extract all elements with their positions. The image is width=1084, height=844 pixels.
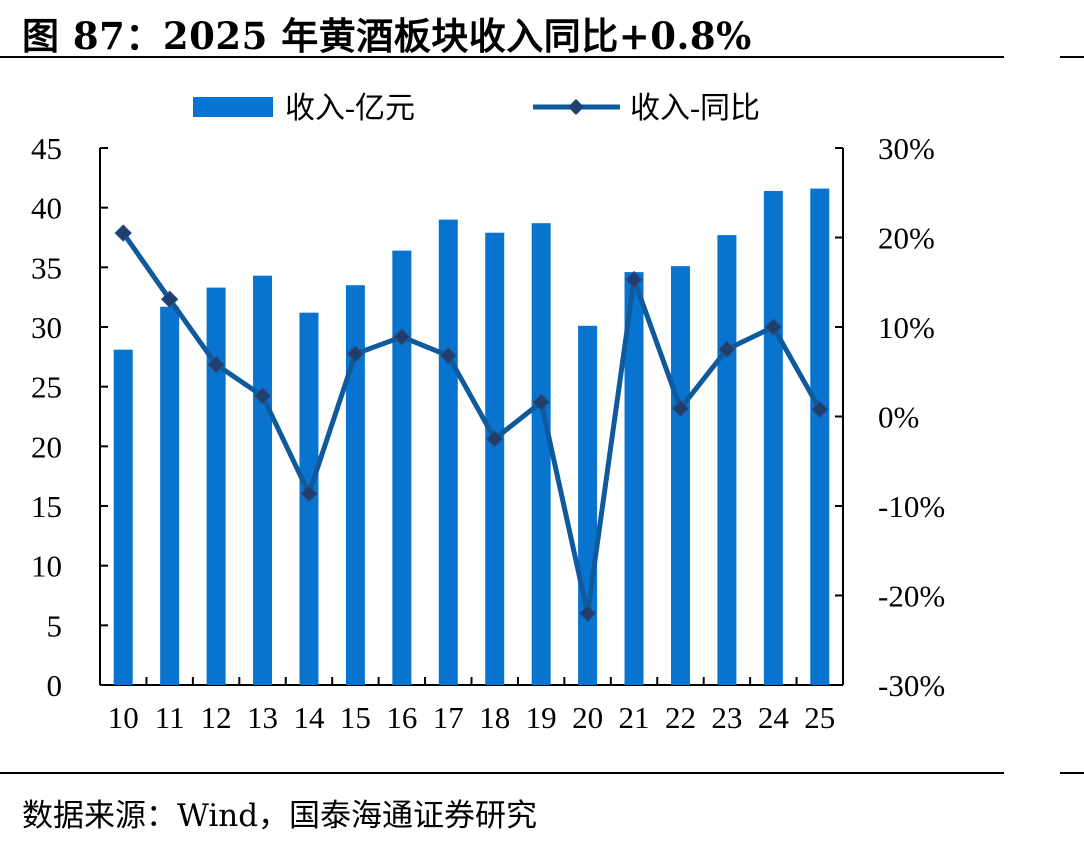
right-y-tick-label: -20% xyxy=(878,579,945,614)
top-rule xyxy=(0,56,1004,58)
top-rule-right xyxy=(1060,56,1084,58)
line-point-marker xyxy=(578,604,597,623)
bottom-rule xyxy=(0,772,1004,774)
x-tick-label: 25 xyxy=(804,700,835,735)
x-tick-label: 19 xyxy=(526,700,557,735)
left-y-tick-label: 15 xyxy=(31,489,62,524)
x-tick-label: 13 xyxy=(247,700,278,735)
line-point-marker xyxy=(393,328,411,346)
legend-bar-label: 收入-亿元 xyxy=(285,92,415,125)
x-tick-label: 11 xyxy=(155,700,185,735)
bar-revenue xyxy=(670,266,690,685)
left-y-tick-label: 40 xyxy=(31,191,62,226)
left-y-tick-label: 5 xyxy=(47,608,63,643)
line-point-marker xyxy=(811,400,829,419)
x-tick-label: 10 xyxy=(108,700,139,735)
x-tick-label: 23 xyxy=(711,700,742,735)
bar-revenue xyxy=(810,188,830,685)
bottom-rule-right xyxy=(1060,772,1084,774)
left-y-tick-label: 20 xyxy=(31,429,62,464)
line-point-marker xyxy=(764,318,783,336)
x-tick-label: 14 xyxy=(293,700,325,735)
x-tick-label: 18 xyxy=(479,700,510,735)
right-y-tick-label: 10% xyxy=(878,310,935,345)
bar-revenue xyxy=(438,219,458,685)
bar-revenue xyxy=(531,223,551,685)
line-point-marker xyxy=(718,340,736,359)
right-y-tick-label: -10% xyxy=(878,489,945,524)
bar-revenue xyxy=(345,285,365,685)
x-tick-label: 15 xyxy=(340,700,371,735)
left-y-tick-label: 45 xyxy=(31,131,62,166)
line-point-marker xyxy=(253,387,272,405)
line-point-marker xyxy=(300,484,318,503)
bar-revenue xyxy=(253,275,273,685)
legend-bar-swatch xyxy=(193,97,273,117)
bar-revenue xyxy=(624,272,644,685)
x-tick-label: 21 xyxy=(619,700,650,735)
line-point-marker xyxy=(160,290,179,308)
legend-line-label: 收入-同比 xyxy=(630,92,760,125)
x-tick-label: 17 xyxy=(433,700,464,735)
right-y-tick-label: 0% xyxy=(878,400,919,435)
right-y-tick-label: 30% xyxy=(878,131,935,166)
bar-revenue xyxy=(392,250,412,686)
line-point-marker xyxy=(671,399,690,418)
right-y-tick-label: 20% xyxy=(878,221,935,256)
left-y-tick-label: 30 xyxy=(31,310,62,345)
left-y-tick-label: 25 xyxy=(31,370,62,405)
bar-revenue xyxy=(160,306,180,685)
line-point-marker xyxy=(346,345,365,363)
line-point-marker xyxy=(439,346,457,365)
bar-revenue xyxy=(206,287,226,685)
bar-revenue xyxy=(763,190,783,685)
line-point-marker xyxy=(207,355,225,374)
source-note: 数据来源：Wind，国泰海通证券研究 xyxy=(22,798,538,834)
legend-line-marker xyxy=(568,99,584,115)
line-point-marker xyxy=(532,393,550,411)
left-y-tick-label: 35 xyxy=(31,250,62,285)
line-point-marker xyxy=(625,270,643,289)
line-yoy xyxy=(121,231,822,616)
bar-revenue xyxy=(717,235,737,685)
figure-title: 图 87：2025 年黄酒板块收入同比+0.8% xyxy=(22,14,752,58)
x-tick-label: 24 xyxy=(758,700,790,735)
left-y-tick-label: 0 xyxy=(47,668,63,703)
line-point-marker xyxy=(114,224,132,242)
x-tick-label: 16 xyxy=(386,700,417,735)
x-tick-label: 22 xyxy=(665,700,696,735)
x-tick-label: 12 xyxy=(201,700,232,735)
right-y-tick-label: -30% xyxy=(878,668,945,703)
bar-revenue xyxy=(578,325,598,685)
bar-revenue xyxy=(113,349,133,685)
line-point-marker xyxy=(486,430,504,448)
bar-revenue xyxy=(485,232,505,685)
x-tick-label: 20 xyxy=(572,700,603,735)
left-y-tick-label: 10 xyxy=(31,549,62,584)
